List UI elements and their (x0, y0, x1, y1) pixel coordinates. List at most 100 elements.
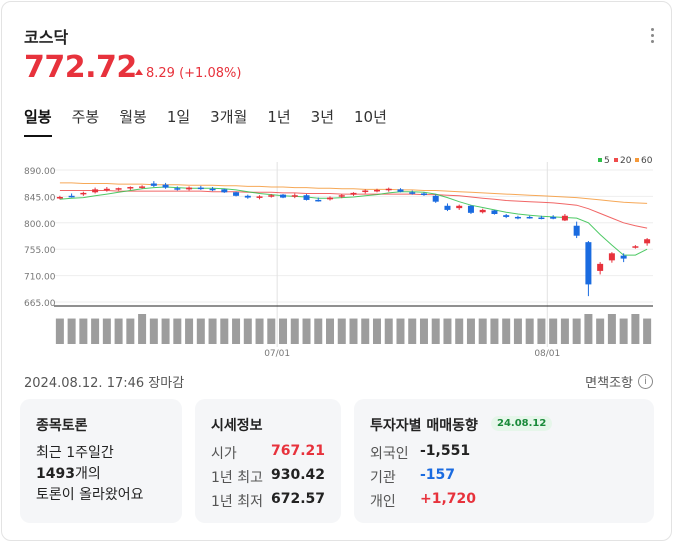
year-low-label: 1년 최저 (211, 494, 263, 510)
volume-bar (326, 318, 335, 344)
disclaimer-label: 면책조항 (585, 376, 633, 391)
tab-1day[interactable]: 1일 (166, 108, 191, 126)
volume-bar (267, 318, 276, 344)
volume-bar (91, 318, 100, 344)
volume-bar (455, 318, 464, 344)
up-triangle-icon (135, 69, 143, 75)
volume-bar (161, 318, 170, 344)
volume-bar (67, 318, 76, 344)
legend-label: 20 (620, 156, 632, 166)
price-change: 8.29 (+1.08%) (135, 66, 241, 81)
volume-bar (337, 318, 346, 344)
volume-bar (466, 318, 475, 344)
legend-swatch (614, 158, 618, 162)
candle-body (538, 217, 545, 220)
volume-bar (549, 318, 558, 344)
candle-body (209, 188, 216, 191)
candle-body (197, 187, 204, 190)
foreign-value: -1,551 (420, 443, 471, 459)
year-low-row: 1년 최저 672.57 (211, 491, 325, 511)
volume-bar (643, 318, 652, 344)
y-tick-label: 800.00 (24, 220, 56, 230)
candle-body (456, 205, 463, 209)
volume-bar (361, 318, 370, 344)
volume-bar (126, 318, 135, 344)
individual-value: +1,720 (420, 491, 477, 507)
tab-3month[interactable]: 3개월 (210, 108, 248, 126)
volume-bar (138, 314, 147, 344)
discussion-count-suffix: 개의 (74, 466, 101, 482)
volume-bar (443, 318, 452, 344)
ma5-line (59, 186, 648, 256)
volume-bar (349, 318, 358, 344)
individual-label: 개인 (370, 494, 396, 510)
volume-bar (102, 318, 111, 344)
candle-body (221, 189, 228, 193)
volume-bar (396, 318, 405, 344)
volume-bar (408, 318, 417, 344)
candle-body (291, 195, 298, 197)
volume-bar (490, 318, 499, 344)
volume-bar (560, 318, 569, 344)
more-menu-icon[interactable] (651, 28, 655, 44)
index-title[interactable]: 코스닥 (24, 28, 69, 47)
candle-body (162, 184, 169, 188)
volume-bar (208, 318, 217, 344)
y-tick-label: 755.00 (24, 246, 56, 256)
tab-weekly[interactable]: 주봉 (71, 108, 100, 126)
volume-bar (149, 318, 158, 344)
year-high-value: 930.42 (271, 467, 326, 483)
price-chart[interactable]: 890.00 845.00 800.00 755.00 710.00 665.00 07/0… (2, 152, 671, 362)
volume-bar (279, 318, 288, 344)
candle-body (573, 225, 580, 236)
candle-body (92, 189, 99, 193)
candle-body (632, 246, 639, 248)
tab-10year[interactable]: 10년 (354, 108, 387, 126)
individual-row: 개인 +1,720 (370, 491, 476, 511)
price-change-value: 8.29 (+1.08%) (146, 66, 242, 81)
tab-3year[interactable]: 3년 (310, 108, 335, 126)
info-icon: i (638, 374, 653, 389)
investor-date-badge: 24.08.12 (491, 416, 553, 431)
candle-body (550, 216, 557, 219)
volume-bar (596, 318, 605, 344)
candle-body (362, 190, 369, 193)
discussion-panel[interactable]: 종목토론 최근 1주일간 1493개의 토론이 올라왔어요 (20, 399, 182, 523)
legend-swatch (598, 158, 602, 162)
candle-body (409, 192, 416, 194)
tab-monthly[interactable]: 월봉 (119, 108, 147, 126)
candle-body (561, 215, 568, 221)
y-tick-label: 845.00 (24, 193, 56, 203)
candle-body (644, 239, 651, 244)
candle-body (397, 189, 404, 192)
disclaimer-link[interactable]: 면책조항 i (585, 372, 653, 391)
candle-body (127, 187, 134, 189)
volume-bar (572, 318, 581, 344)
candle-body (503, 215, 510, 217)
volume-bar (502, 318, 511, 344)
ma60-line (59, 182, 648, 204)
timestamp: 2024.08.12. 17:46 장마감 (24, 376, 185, 391)
candle-body (327, 197, 334, 200)
candle-body (256, 196, 263, 198)
discussion-line1: 최근 1주일간 (36, 445, 114, 461)
volume-bar (584, 314, 593, 344)
tab-1year[interactable]: 1년 (267, 108, 291, 126)
volume-bar (79, 318, 88, 344)
investor-panel[interactable]: 투자자별 매매동향 24.08.12 외국인 -1,551 기관 -157 개인 +1… (354, 399, 654, 523)
open-value: 767.21 (271, 443, 326, 459)
legend-swatch (635, 158, 639, 162)
candle-body (385, 188, 392, 191)
quote-panel[interactable]: 시세정보 시가 767.21 1년 최고 930.42 1년 최저 672.57 (195, 399, 341, 523)
institution-value: -157 (420, 467, 456, 483)
candle-body (280, 194, 287, 198)
volume-bar (372, 318, 381, 344)
candle-body (514, 216, 521, 219)
candle-body (139, 186, 146, 188)
institution-label: 기관 (370, 470, 396, 486)
volume-bar (232, 318, 241, 344)
legend-label: 5 (604, 156, 610, 166)
volume-bar (220, 318, 229, 344)
x-tick-label: 08/01 (534, 349, 560, 359)
tab-daily[interactable]: 일봉 (24, 106, 52, 137)
